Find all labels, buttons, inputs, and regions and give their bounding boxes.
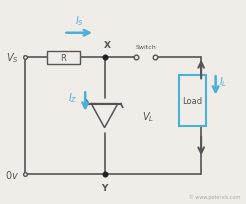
- Text: $V_L$: $V_L$: [142, 109, 154, 123]
- Bar: [46, 52, 80, 65]
- Text: $V_S$: $V_S$: [6, 51, 19, 65]
- Text: $I_L$: $I_L$: [219, 75, 228, 89]
- Text: Switch: Switch: [135, 45, 156, 50]
- Bar: [179, 76, 206, 126]
- Text: Load: Load: [183, 96, 203, 105]
- Text: X: X: [104, 41, 110, 50]
- Text: R: R: [61, 54, 66, 63]
- Text: © www.petervis.com: © www.petervis.com: [188, 193, 240, 198]
- Text: $I_S$: $I_S$: [75, 14, 84, 28]
- Text: Y: Y: [101, 184, 108, 192]
- Text: $I_Z$: $I_Z$: [68, 91, 78, 105]
- Text: $0v$: $0v$: [5, 169, 19, 180]
